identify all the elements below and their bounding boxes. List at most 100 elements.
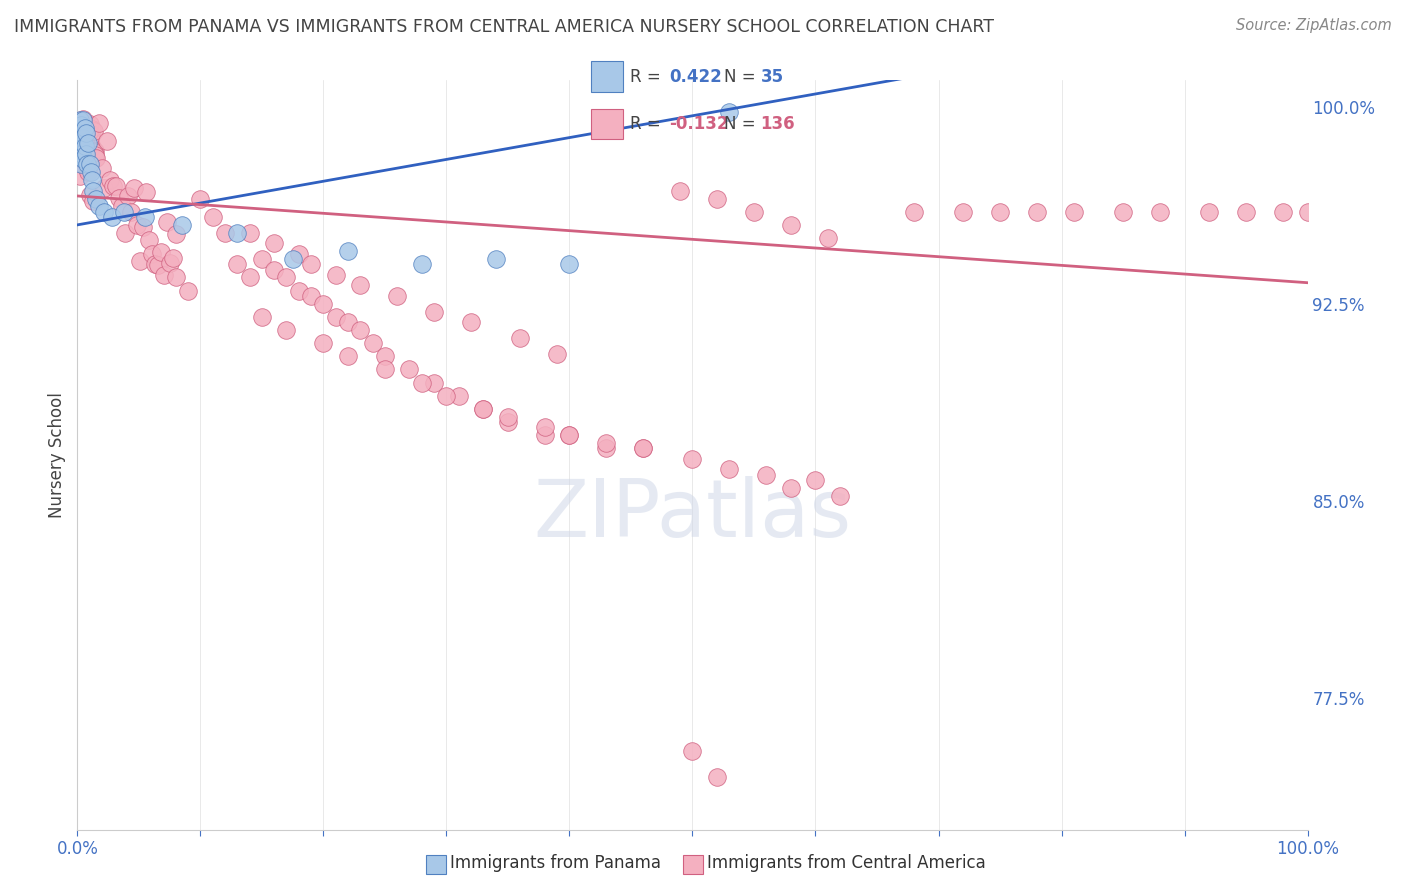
Point [80, 165, 103, 179]
Point [72, 158, 94, 172]
Point [117, 188, 139, 202]
Point [135, 186, 157, 200]
Point [72, 143, 94, 157]
Text: R =: R = [630, 115, 666, 133]
Point [89, 199, 111, 213]
Text: 0.422: 0.422 [669, 68, 723, 86]
Point [374, 362, 396, 376]
Point [325, 310, 347, 324]
Point [349, 323, 371, 337]
Point [226, 226, 249, 240]
Point [250, 252, 273, 266]
Point [69, 169, 91, 183]
Point [70, 147, 93, 161]
Point [669, 184, 692, 198]
Point [84, 192, 107, 206]
Point [496, 415, 519, 429]
Point [385, 289, 409, 303]
Text: 35: 35 [761, 68, 783, 86]
Point [423, 304, 446, 318]
Point [201, 210, 224, 224]
Point [162, 252, 184, 266]
Point [263, 262, 285, 277]
Point [69, 151, 91, 165]
Point [80, 140, 103, 154]
Point [281, 252, 304, 266]
Point [1198, 204, 1220, 219]
Point [82, 194, 104, 208]
Point [558, 257, 581, 271]
Point [239, 270, 262, 285]
Point [87, 116, 110, 130]
Point [72, 152, 94, 166]
Point [780, 218, 803, 232]
Point [288, 247, 311, 261]
Point [76, 163, 98, 178]
Point [411, 257, 433, 271]
Point [325, 268, 347, 282]
Point [1234, 204, 1257, 219]
Point [75, 147, 97, 161]
Point [73, 120, 96, 135]
Text: ZIPatlas: ZIPatlas [533, 475, 852, 554]
Point [75, 126, 97, 140]
Point [153, 268, 176, 282]
Point [82, 184, 104, 198]
Point [1026, 204, 1049, 219]
Point [804, 473, 827, 487]
Point [170, 218, 193, 232]
Point [138, 233, 160, 247]
Point [903, 204, 925, 219]
Point [682, 451, 704, 466]
Point [70, 157, 93, 171]
Point [77, 165, 100, 179]
Point [75, 130, 97, 145]
Point [288, 284, 311, 298]
Point [93, 204, 115, 219]
Point [374, 349, 396, 363]
Point [534, 428, 557, 442]
Bar [591, 62, 623, 92]
Point [1063, 204, 1085, 219]
Point [141, 247, 163, 261]
Text: N =: N = [724, 115, 761, 133]
Point [83, 145, 105, 160]
Point [105, 179, 128, 194]
Point [263, 236, 285, 251]
Point [127, 218, 149, 232]
Point [134, 210, 156, 224]
Point [952, 204, 974, 219]
Point [77, 126, 100, 140]
Point [337, 315, 360, 329]
Point [472, 401, 495, 416]
Point [70, 126, 93, 140]
Point [101, 210, 124, 224]
Text: Source: ZipAtlas.com: Source: ZipAtlas.com [1236, 18, 1392, 33]
Point [1296, 204, 1319, 219]
Point [72, 131, 94, 145]
Bar [591, 109, 623, 139]
Point [159, 256, 181, 270]
Point [69, 112, 91, 127]
Point [177, 284, 200, 298]
Point [122, 181, 145, 195]
Point [143, 257, 166, 271]
Point [349, 278, 371, 293]
Point [76, 152, 98, 166]
Point [84, 144, 107, 158]
Point [312, 336, 335, 351]
Point [682, 744, 704, 758]
Point [718, 104, 741, 119]
Point [112, 204, 135, 219]
Point [77, 136, 100, 151]
Text: Immigrants from Panama: Immigrants from Panama [450, 855, 661, 872]
Point [1112, 204, 1135, 219]
Point [460, 315, 482, 329]
Y-axis label: Nursery School: Nursery School [48, 392, 66, 518]
Point [817, 231, 839, 245]
Point [830, 489, 852, 503]
Point [706, 770, 728, 784]
Point [411, 376, 433, 390]
Point [80, 129, 103, 144]
Point [165, 270, 187, 285]
